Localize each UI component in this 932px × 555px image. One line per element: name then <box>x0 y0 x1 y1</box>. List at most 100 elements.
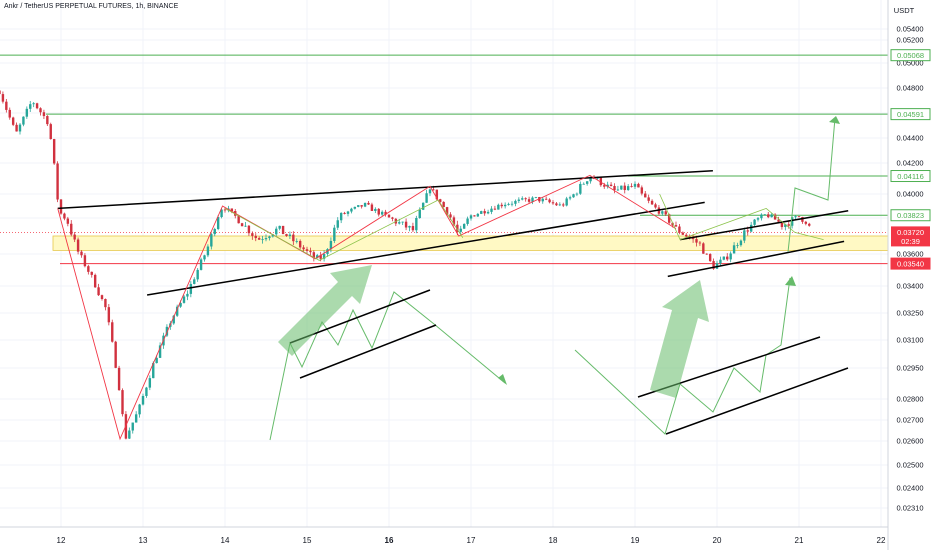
candle-body <box>360 205 363 207</box>
candle-body <box>11 117 15 125</box>
level-price-label: 0.04591 <box>897 110 924 119</box>
candle-body <box>100 295 104 300</box>
candle-body <box>111 322 114 342</box>
candle-body <box>210 234 213 247</box>
candle-body <box>93 274 97 288</box>
projection-path-left <box>269 291 506 441</box>
candle-body <box>398 222 401 224</box>
candle-body <box>87 266 90 272</box>
current-price-tag <box>891 226 930 247</box>
candle-body <box>305 249 309 251</box>
candle-body <box>589 176 592 182</box>
candle-body <box>780 221 784 228</box>
candle-body <box>541 198 544 202</box>
price-tick-label: 0.02950 <box>896 364 923 373</box>
candle-body <box>753 219 756 225</box>
price-tick-label: 0.02500 <box>896 461 923 470</box>
candle-body <box>199 259 203 270</box>
candle-body <box>158 345 162 358</box>
time-tick-label: 21 <box>795 536 804 545</box>
small-wedge-trendline <box>679 210 849 241</box>
candle-body <box>579 183 582 194</box>
candle-body <box>196 269 199 280</box>
candle-body <box>647 197 650 201</box>
candle-body <box>490 208 493 212</box>
price-tick-label: 0.03600 <box>896 250 923 259</box>
candle-body <box>685 234 688 237</box>
candle-body <box>695 239 698 243</box>
candle-body <box>1 94 5 102</box>
candle-body <box>603 185 606 187</box>
price-tick-label: 0.05400 <box>896 25 923 34</box>
candle-body <box>56 163 59 200</box>
candle-body <box>240 223 244 227</box>
rising-wedge-trendline <box>146 201 705 296</box>
candle-body <box>8 109 11 118</box>
candle-body <box>39 108 42 113</box>
countdown-label: 02:39 <box>901 237 920 246</box>
candle-body <box>681 232 685 235</box>
candle-body <box>312 252 316 259</box>
price-tick-label: 0.02400 <box>896 484 923 493</box>
candle-body <box>726 256 729 260</box>
candle-body <box>401 221 404 223</box>
time-tick-label: 17 <box>467 536 476 545</box>
candle-body <box>729 253 732 260</box>
candle-body <box>131 422 134 431</box>
candle-body <box>521 198 524 200</box>
candle-body <box>732 245 736 254</box>
small-wedge-trendline <box>667 240 845 278</box>
candle-body <box>804 221 808 224</box>
candle-body <box>353 206 357 209</box>
candle-body <box>749 224 753 232</box>
candle-body <box>503 204 507 207</box>
candle-body <box>254 235 257 239</box>
candle-body <box>432 189 435 191</box>
candle-body <box>391 217 394 219</box>
rising-wedge-trendline <box>57 170 713 210</box>
candle-body <box>285 234 288 236</box>
candle-body <box>292 234 295 242</box>
candle-body <box>145 387 148 396</box>
candle-body <box>367 202 370 205</box>
time-tick-label: 15 <box>303 536 312 545</box>
drawings-layer <box>57 116 849 441</box>
candle-body <box>206 246 210 256</box>
candle-body <box>66 218 70 224</box>
price-tick-label: 0.02700 <box>896 416 923 425</box>
price-tick-label: 0.04200 <box>896 159 923 168</box>
candle-body <box>179 302 182 307</box>
candle-body <box>722 256 726 260</box>
level-price-tag <box>890 209 931 222</box>
candle-body <box>80 251 83 256</box>
candle-body <box>787 224 790 226</box>
candle-body <box>702 243 705 254</box>
candle-body <box>377 208 380 215</box>
candle-body <box>35 103 39 109</box>
candle-body <box>770 214 773 218</box>
candle-body <box>667 214 671 223</box>
candle-body <box>46 116 49 125</box>
level-price-label: 0.03823 <box>897 211 924 220</box>
candle-body <box>42 112 46 117</box>
price-tick-label: 0.02600 <box>896 437 923 446</box>
candle-body <box>609 184 613 186</box>
time-tick-label: 14 <box>221 536 230 545</box>
arrow-head <box>829 116 840 124</box>
time-tick-label: 19 <box>631 536 640 545</box>
candle-body <box>507 203 510 205</box>
candle-body <box>705 253 708 255</box>
candle-body <box>281 225 285 235</box>
price-tick-label: 0.04800 <box>896 84 923 93</box>
candle-body <box>59 199 63 214</box>
candle-body <box>15 124 18 132</box>
zigzag-path <box>57 174 677 441</box>
candle-body <box>712 261 715 269</box>
candle-body <box>456 224 459 232</box>
price-tick-label: 0.03100 <box>896 336 923 345</box>
candle-body <box>63 213 66 219</box>
candle-body <box>664 211 667 215</box>
candle-body <box>558 204 562 206</box>
candle-body <box>678 226 681 233</box>
